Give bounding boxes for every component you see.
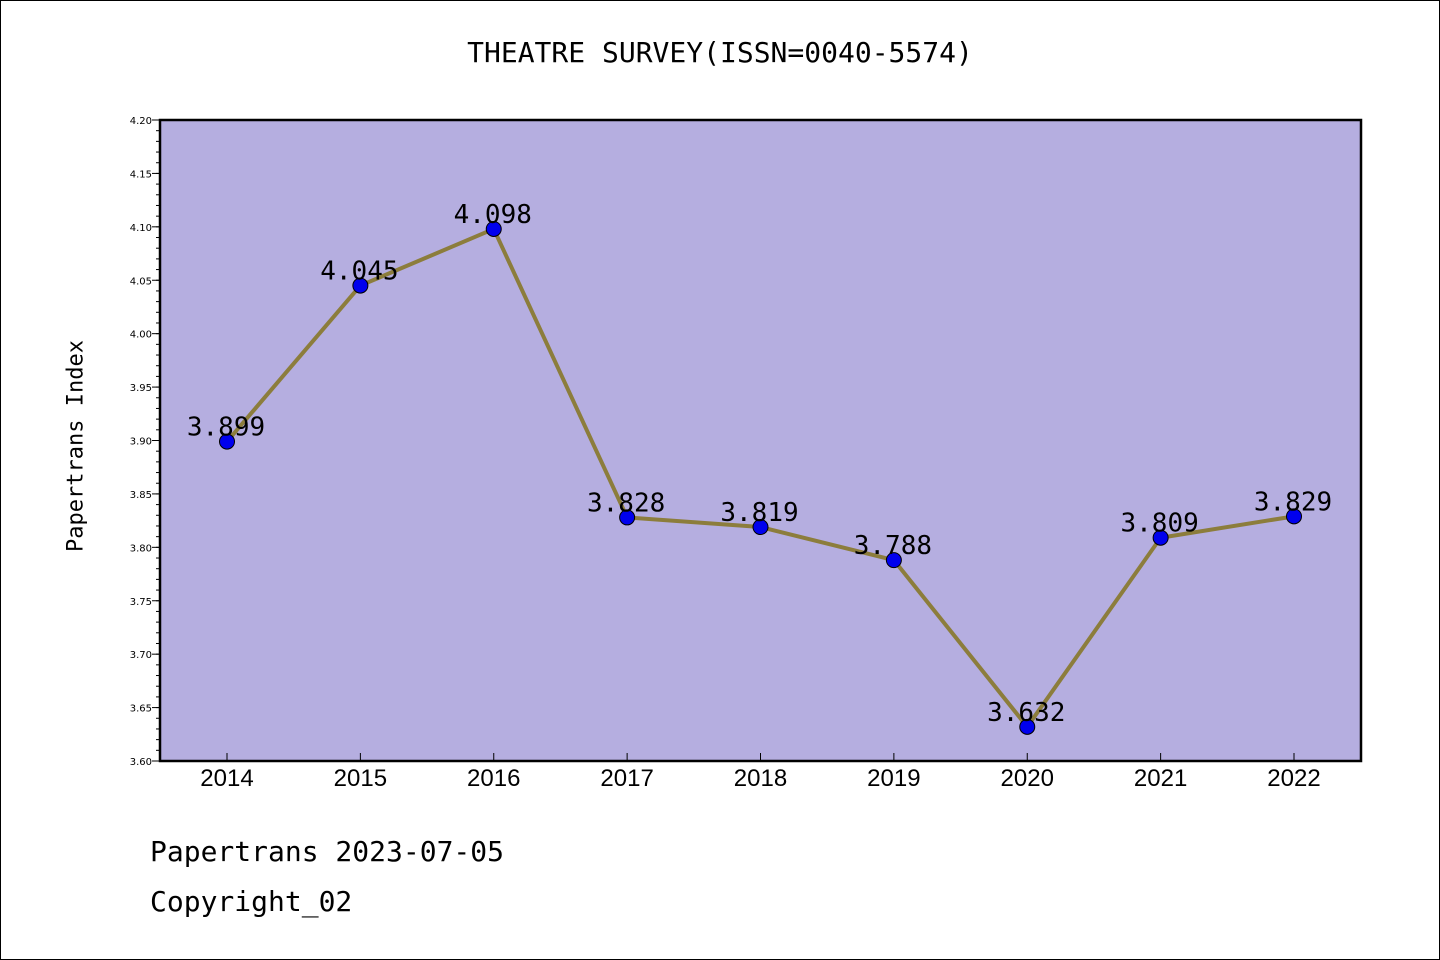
y-tick-label: 3.60: [130, 757, 152, 768]
data-point: [1019, 718, 1036, 735]
data-point: [219, 433, 235, 450]
footer-date: Papertrans 2023-07-05: [150, 835, 505, 868]
y-tick-label: 3.90: [130, 437, 152, 448]
data-label: 3.899: [187, 413, 265, 443]
data-point: [619, 509, 636, 526]
y-tick-label: 3.80: [130, 543, 152, 554]
plot-area: [160, 120, 1361, 761]
y-axis-ticks: 3.60 3.65 3.70 3.75 3.80 3.85 3.90 3.95 4.00 4.05…: [130, 116, 160, 768]
data-point: [752, 519, 769, 536]
data-labels: 3.899 4.045 4.098 3.828 3.819 3.788 3.632 3.809…: [187, 200, 1332, 728]
y-tick-label: 3.75: [130, 597, 152, 608]
data-label: 4.098: [454, 200, 532, 230]
x-tick-label: 2015: [334, 765, 387, 792]
data-point: [485, 220, 502, 237]
series-markers: [219, 220, 1302, 735]
x-tick-label: 2022: [1267, 765, 1320, 792]
y-tick-label: 4.05: [130, 276, 152, 287]
y-tick-label: 4.00: [130, 330, 152, 341]
x-tick-label: 2018: [734, 765, 787, 792]
y-tick-label: 4.15: [130, 169, 152, 180]
chart-title: THEATRE SURVEY(ISSN=0040-5574): [467, 36, 973, 69]
y-tick-label: 3.95: [130, 383, 152, 394]
y-tick-label: 4.20: [130, 116, 152, 127]
data-label: 3.809: [1120, 509, 1198, 539]
y-tick-label: 3.65: [130, 704, 152, 715]
x-tick-label: 2021: [1134, 765, 1187, 792]
x-tick-label: 2017: [600, 765, 653, 792]
data-point: [1152, 529, 1169, 546]
data-point: [1286, 508, 1302, 525]
data-label: 3.829: [1254, 487, 1332, 517]
data-label: 3.828: [587, 488, 665, 518]
data-point: [352, 277, 369, 294]
data-label: 4.045: [320, 257, 398, 287]
x-tick-label: 2016: [467, 765, 520, 792]
data-label: 3.788: [854, 531, 932, 561]
x-tick-label: 2020: [1001, 765, 1054, 792]
y-tick-label: 3.85: [130, 490, 152, 501]
x-tick-label: 2019: [867, 765, 920, 792]
footer-copyright: Copyright_02: [150, 885, 353, 918]
data-point: [885, 552, 902, 569]
x-axis-ticks: 2014 2015 2016 2017 2018 2019 2020 2021 2022: [200, 753, 1321, 792]
data-label: 3.819: [720, 498, 798, 528]
x-tick-label: 2014: [200, 765, 253, 792]
y-tick-label: 4.10: [130, 223, 152, 234]
y-tick-label: 3.70: [130, 650, 152, 661]
data-label: 3.632: [987, 698, 1065, 728]
plot-border: [158, 118, 1363, 763]
